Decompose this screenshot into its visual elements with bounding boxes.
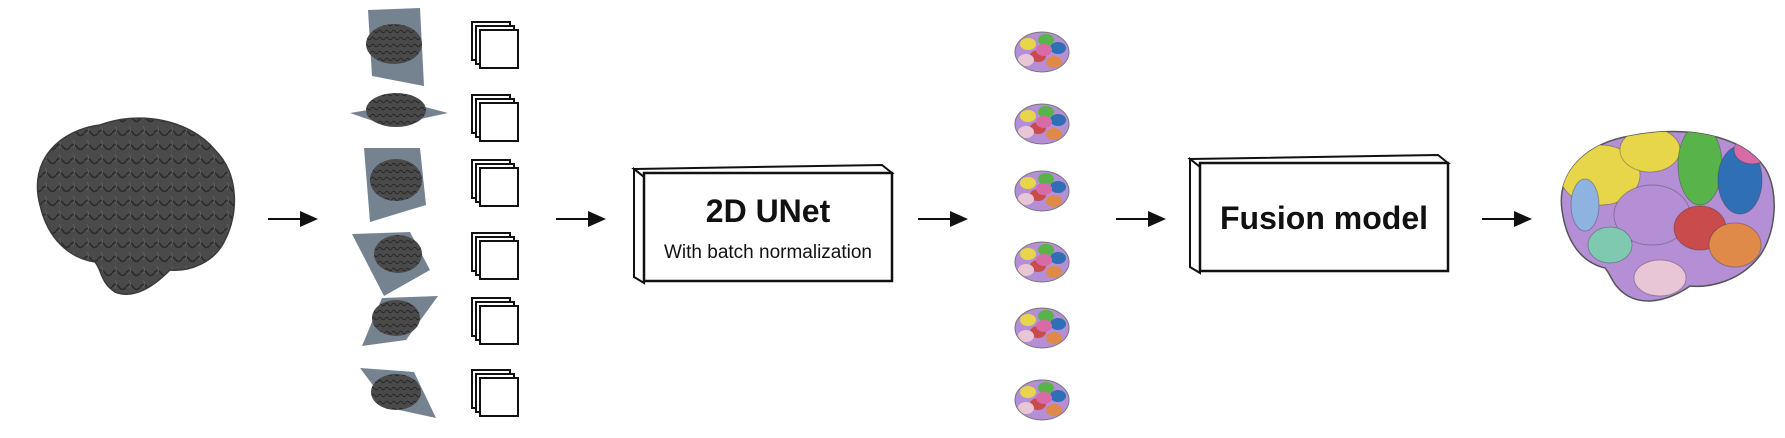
slice-stack-2: [471, 94, 519, 142]
output-parcellation-icon: [1560, 130, 1775, 302]
slice-stack-5: [471, 297, 519, 345]
slice-plane-2: [350, 93, 448, 127]
segmentation-2: [1014, 103, 1070, 145]
fusion-title: Fusion model: [1220, 200, 1428, 236]
unet-subtitle: With batch normalization: [664, 242, 872, 263]
segmentation-4: [1014, 241, 1070, 283]
unet-title: 2D UNet: [706, 193, 831, 229]
segmentation-3: [1014, 170, 1070, 212]
slice-plane-3: [364, 148, 426, 222]
slice-stack-1: [471, 21, 519, 69]
fusion-box: Fusion model: [1187, 153, 1451, 275]
slice-plane-1: [366, 8, 424, 86]
slice-stack-3: [471, 159, 519, 207]
segmentation-5: [1014, 307, 1070, 349]
input-brain-icon: [36, 117, 236, 295]
unet-box: 2D UNet With batch normalization: [631, 163, 895, 285]
segmentation-6: [1014, 379, 1070, 421]
slice-plane-6: [360, 368, 436, 418]
slice-plane-5: [362, 296, 438, 346]
slice-stack-6: [471, 369, 519, 417]
segmentation-column: [1014, 31, 1070, 421]
slice-plane-4: [352, 232, 430, 296]
segmentation-1: [1014, 31, 1070, 73]
slice-stacks: [471, 21, 519, 417]
slice-stack-4: [471, 232, 519, 280]
